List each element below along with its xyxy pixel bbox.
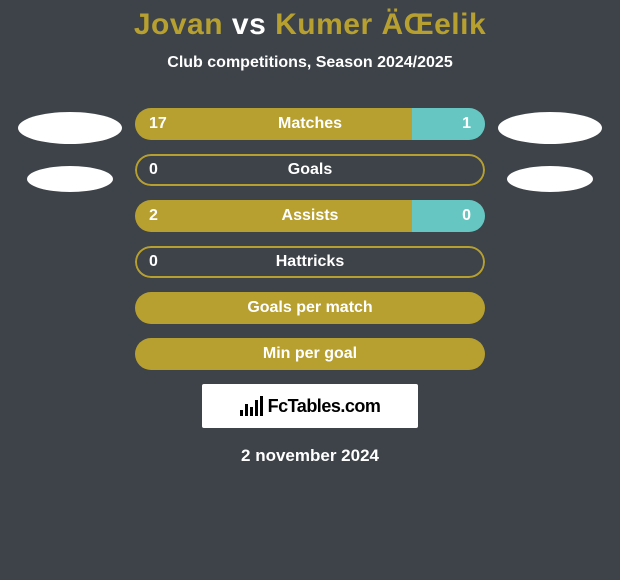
stat-left-value: 17 — [149, 115, 167, 133]
title-player-left: Jovan — [134, 8, 223, 41]
stat-bar: Min per goal — [135, 338, 485, 370]
date-label: 2 november 2024 — [241, 446, 379, 466]
logo-bars-icon — [240, 396, 264, 416]
subtitle: Club competitions, Season 2024/2025 — [167, 54, 452, 72]
stat-right-value: 0 — [462, 207, 471, 225]
right-ellipse-column — [495, 108, 605, 192]
stat-bar: 0Hattricks — [135, 246, 485, 278]
comparison-row: 171Matches0Goals20Assists0HattricksGoals… — [0, 108, 620, 370]
team-badge-right — [507, 166, 593, 192]
left-ellipse-column — [15, 108, 125, 192]
team-badge-right — [498, 112, 602, 144]
stat-bar: Goals per match — [135, 292, 485, 324]
bars-column: 171Matches0Goals20Assists0HattricksGoals… — [135, 108, 485, 370]
stat-bar: 0Goals — [135, 154, 485, 186]
stat-bar: 20Assists — [135, 200, 485, 232]
fctables-logo: FcTables.com — [202, 384, 418, 428]
stat-right-value: 1 — [462, 115, 471, 133]
title-player-right: Kumer ÄŒelik — [275, 8, 486, 41]
stat-left-value: 0 — [149, 253, 158, 271]
title-vs: vs — [223, 8, 275, 41]
team-badge-left — [27, 166, 113, 192]
stat-left-value: 2 — [149, 207, 158, 225]
stat-bar: 171Matches — [135, 108, 485, 140]
team-badge-left — [18, 112, 122, 144]
logo-text: FcTables.com — [268, 396, 381, 417]
stat-left-value: 0 — [149, 161, 158, 179]
page-title: Jovan vs Kumer ÄŒelik — [134, 8, 486, 42]
